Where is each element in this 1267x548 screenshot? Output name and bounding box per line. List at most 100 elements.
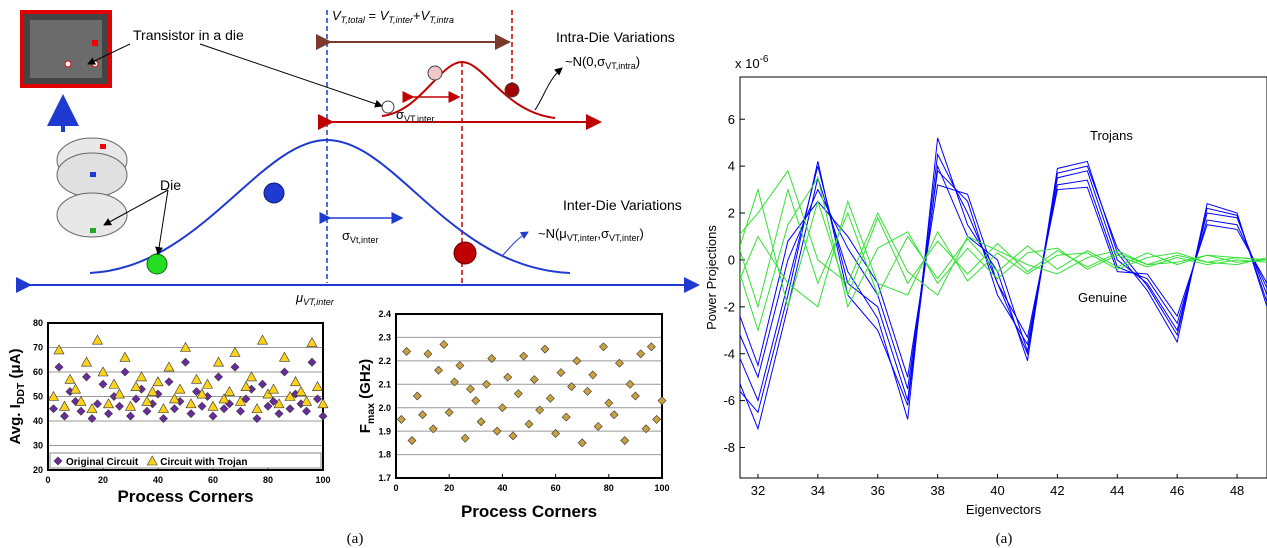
point — [130, 381, 142, 391]
point — [113, 388, 126, 399]
green-die — [146, 253, 168, 275]
pointer — [103, 189, 169, 226]
point — [75, 395, 87, 406]
point — [64, 373, 76, 384]
y-tick-label: 2.3 — [378, 333, 391, 343]
transistor-circle — [504, 82, 520, 98]
point — [625, 379, 635, 389]
plot-border — [47, 322, 324, 471]
point — [168, 393, 181, 404]
x-axis-label: Process Corners — [117, 487, 253, 506]
y-tick-label: -2 — [723, 299, 735, 314]
legend-swatch — [53, 456, 63, 466]
x-tick-label: 0 — [45, 475, 50, 485]
x-tick-label: 48 — [1230, 483, 1244, 498]
point — [545, 393, 555, 403]
y-tick-label: 80 — [33, 318, 43, 328]
point — [423, 349, 433, 359]
x-axis-label: Process Corners — [461, 502, 597, 521]
y-tick-label: 30 — [33, 441, 43, 451]
point — [229, 346, 241, 357]
legend-box — [49, 452, 322, 469]
point — [76, 406, 86, 416]
inter-curve — [89, 138, 571, 274]
point — [185, 398, 197, 409]
point — [455, 361, 465, 370]
legend-label: Original Circuit — [66, 457, 139, 468]
point — [157, 403, 170, 414]
eq-part: = — [365, 8, 380, 23]
y-tick-label: 2.1 — [378, 379, 391, 389]
point — [115, 401, 124, 411]
dist-part: VT,inter — [609, 233, 640, 243]
inter-dist: ~N(μVT,inter,σVT,inter) — [538, 226, 644, 243]
point — [524, 419, 534, 429]
point — [630, 391, 640, 401]
intra-dist: ~N(0,σVT,intra) — [565, 54, 640, 71]
die-texture — [30, 20, 102, 78]
caption: (a) — [347, 531, 364, 547]
die-dot — [90, 228, 96, 233]
point — [636, 349, 646, 359]
y-tick-label: 60 — [33, 367, 43, 377]
y-label-part: F — [357, 424, 374, 433]
point — [482, 379, 491, 389]
point — [146, 385, 159, 396]
point — [615, 358, 624, 368]
point — [407, 436, 417, 445]
point — [58, 400, 71, 411]
point — [540, 344, 550, 354]
point — [497, 403, 507, 413]
point — [284, 390, 296, 401]
point — [620, 436, 630, 445]
point — [535, 405, 545, 415]
eq-part: + — [413, 8, 421, 23]
point — [593, 422, 603, 431]
series-line — [740, 184, 1267, 378]
eq-part: V — [421, 8, 431, 23]
y-tick-label: 2.4 — [378, 309, 391, 319]
dist-part: ~N(0,σ — [565, 54, 605, 69]
series-line — [740, 199, 1267, 308]
point — [588, 370, 598, 380]
point — [80, 356, 93, 367]
transistor-circle — [381, 100, 395, 114]
y-label-part: (GHz) — [357, 359, 374, 403]
point — [434, 365, 443, 375]
point — [428, 424, 438, 434]
x-tick-label: 38 — [930, 483, 944, 498]
point — [192, 387, 201, 397]
y-tick-label: 0 — [728, 252, 735, 267]
transistor-circle — [427, 65, 443, 81]
point — [93, 399, 102, 409]
point — [513, 389, 523, 399]
point — [318, 411, 328, 421]
x-tick-label: 20 — [444, 483, 454, 493]
point — [251, 403, 263, 414]
point — [181, 357, 190, 367]
point — [163, 361, 175, 372]
point — [641, 424, 651, 434]
point — [197, 401, 207, 411]
point — [69, 383, 82, 394]
point — [236, 406, 245, 416]
mu-part: VT,inter — [303, 297, 335, 307]
point — [556, 368, 566, 377]
point — [141, 395, 153, 406]
point — [599, 342, 608, 352]
point — [295, 385, 307, 396]
eq-part: V — [332, 8, 342, 23]
pointer — [87, 43, 131, 65]
transistor-dot — [64, 60, 72, 68]
die-dot — [90, 172, 96, 177]
sigma-part: σ — [396, 107, 404, 122]
point — [561, 412, 571, 422]
y-axis-label: Fmax (GHz) — [357, 359, 377, 433]
point — [54, 362, 64, 372]
point — [230, 362, 240, 372]
y-tick-label: 2.0 — [378, 403, 391, 413]
point — [252, 414, 262, 423]
point — [302, 406, 311, 416]
point — [124, 400, 137, 411]
wafer — [56, 192, 128, 238]
